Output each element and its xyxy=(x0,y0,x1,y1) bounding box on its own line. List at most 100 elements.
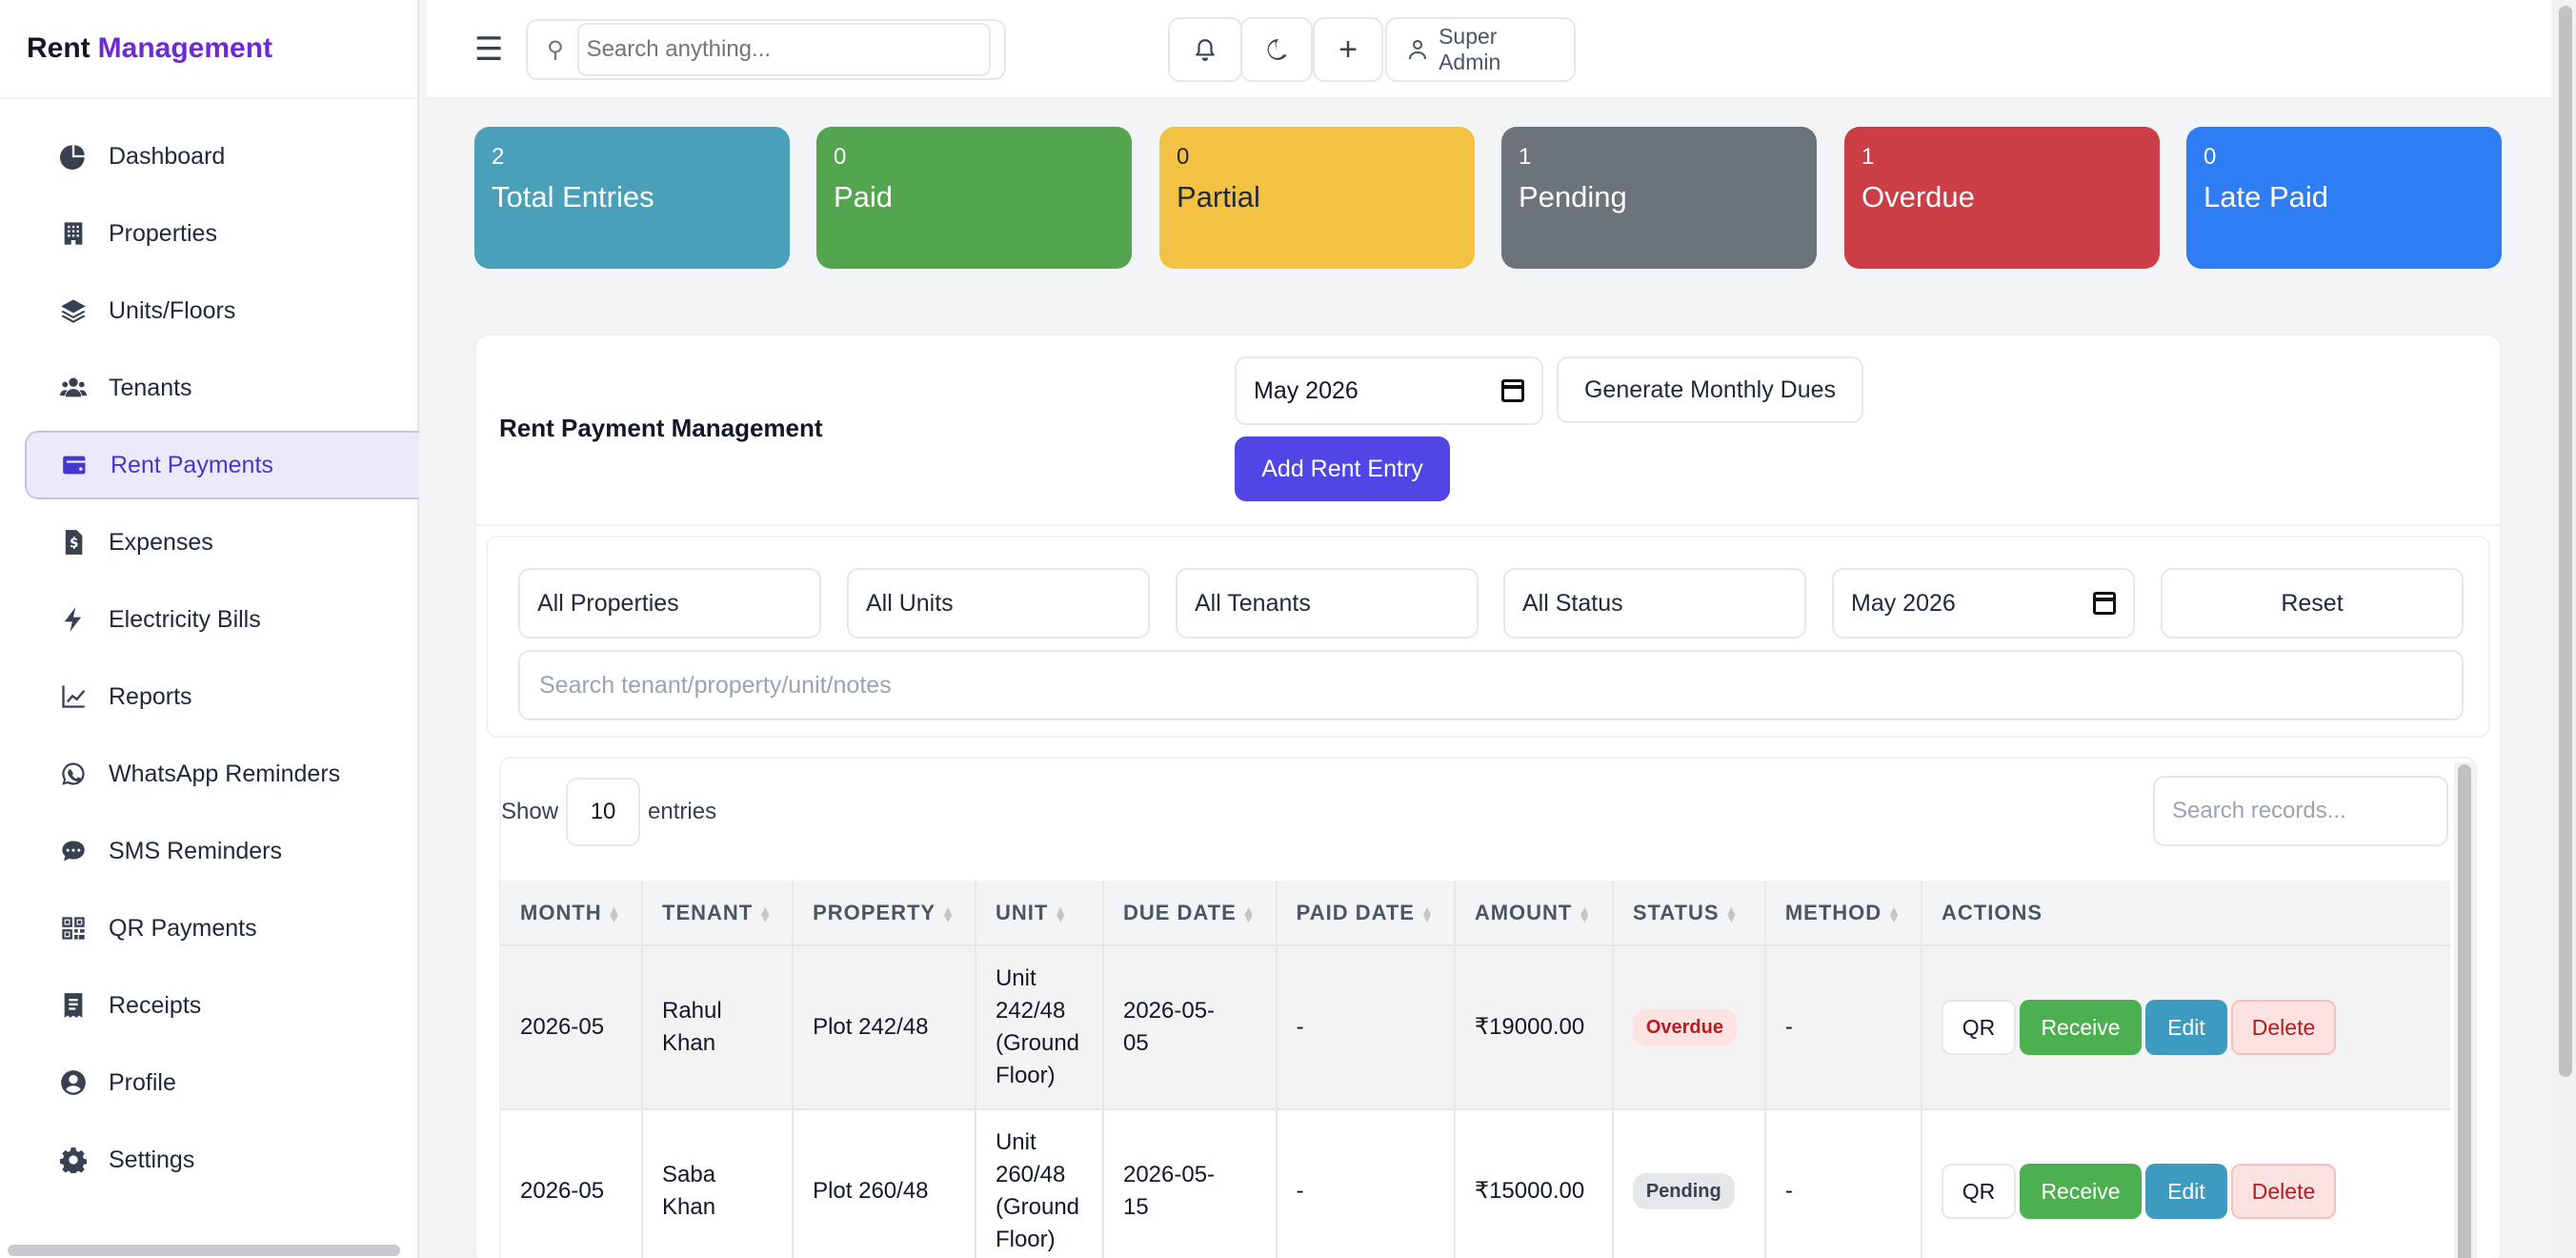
col-header-amount[interactable]: AMOUNT ▲ ▼ xyxy=(1454,881,1614,946)
edit-button[interactable]: Edit xyxy=(2145,1164,2227,1219)
tenant-first-name: Rahul xyxy=(662,998,722,1024)
cell-paid-date: - xyxy=(1276,945,1456,1110)
status-filter-select[interactable]: All Status xyxy=(1503,568,1806,639)
brand-logo[interactable]: Rent Management xyxy=(0,0,417,99)
sidebar-item-label: QR Payments xyxy=(109,914,257,942)
sidebar-item-profile[interactable]: Profile xyxy=(25,1048,419,1117)
col-header-status[interactable]: STATUS ▲ ▼ xyxy=(1612,881,1766,946)
row-actions: QR Receive Edit Delete xyxy=(1942,1000,2431,1055)
sidebar-item-receipts[interactable]: Receipts xyxy=(25,971,419,1040)
cell-unit: Unit 260/48 (Ground Floor) xyxy=(975,1109,1104,1258)
stat-value: 0 xyxy=(834,144,847,170)
stat-label: Paid xyxy=(834,180,894,213)
moon-icon xyxy=(1267,39,1287,60)
sidebar-item-dashboard[interactable]: Dashboard xyxy=(25,122,419,191)
unit-line: (Ground xyxy=(995,1030,1080,1056)
sidebar-scrollbar[interactable] xyxy=(8,1245,400,1256)
delete-button[interactable]: Delete xyxy=(2231,1164,2336,1219)
delete-button[interactable]: Delete xyxy=(2231,1000,2336,1055)
calendar-icon[interactable] xyxy=(1501,379,1524,402)
user-circle-icon xyxy=(59,1068,88,1097)
col-header-method[interactable]: METHOD ▲ ▼ xyxy=(1764,881,1923,946)
sidebar-item-label: Profile xyxy=(109,1068,176,1096)
sidebar-item-qr-payments[interactable]: QR Payments xyxy=(25,894,419,963)
tenant-first-name: Saba xyxy=(662,1162,716,1187)
col-header-property[interactable]: PROPERTY ▲ ▼ xyxy=(793,881,976,946)
unit-filter-select[interactable]: All Units xyxy=(847,568,1150,639)
col-header-month[interactable]: MONTH ▲ ▼ xyxy=(501,881,643,946)
layers-icon xyxy=(59,296,88,325)
unit-line: 260/48 xyxy=(995,1162,1066,1187)
stat-value: 2 xyxy=(492,144,505,170)
edit-button[interactable]: Edit xyxy=(2145,1000,2227,1055)
col-header-label: PROPERTY xyxy=(813,900,936,924)
reset-filters-button[interactable]: Reset xyxy=(2161,568,2464,639)
brand-main: Rent xyxy=(27,32,91,64)
sidebar-item-label: Receipts xyxy=(109,991,202,1019)
col-header-tenant[interactable]: TENANT ▲ ▼ xyxy=(642,881,795,946)
calendar-icon[interactable] xyxy=(2093,592,2116,615)
col-header-actions: ACTIONS xyxy=(1922,881,2450,946)
stat-value: 0 xyxy=(1177,144,1190,170)
col-header-label: STATUS xyxy=(1632,900,1720,924)
sidebar-item-units-floors[interactable]: Units/Floors xyxy=(25,276,419,345)
cell-status: Pending xyxy=(1612,1109,1766,1258)
building-icon xyxy=(59,219,88,248)
unit-line: Unit xyxy=(995,1129,1036,1155)
col-header-label: MONTH xyxy=(520,900,602,924)
due-date-line: 15 xyxy=(1122,1194,1149,1220)
property-filter-select[interactable]: All Properties xyxy=(518,568,821,639)
sidebar-item-label: Rent Payments xyxy=(111,451,273,478)
sidebar-item-rent-payments[interactable]: Rent Payments xyxy=(25,431,419,499)
month-picker[interactable]: May 2026 xyxy=(1235,356,1543,425)
sidebar-item-electricity-bills[interactable]: Electricity Bills xyxy=(25,585,419,654)
records-search-input[interactable]: Search records... xyxy=(2153,776,2448,846)
col-header-label: ACTIONS xyxy=(1942,900,2043,924)
menu-toggle-icon[interactable]: ☰ xyxy=(474,31,504,68)
col-header-due-date[interactable]: DUE DATE ▲ ▼ xyxy=(1102,881,1278,946)
tenant-filter-select[interactable]: All Tenants xyxy=(1176,568,1479,639)
page-scrollbar-thumb[interactable] xyxy=(2559,6,2572,1077)
theme-toggle-button[interactable] xyxy=(1240,17,1313,82)
user-name: Super Admin xyxy=(1439,24,1501,74)
sidebar-item-label: Expenses xyxy=(109,528,213,556)
qr-button[interactable]: QR xyxy=(1942,1164,2016,1219)
stat-value: 1 xyxy=(1519,144,1532,170)
sort-icon: ▲ ▼ xyxy=(758,902,774,925)
global-search-input[interactable] xyxy=(576,23,991,76)
sidebar-item-tenants[interactable]: Tenants xyxy=(25,354,419,422)
stat-card-late-paid: 0 Late Paid xyxy=(2186,127,2502,269)
add-button[interactable]: + xyxy=(1313,17,1383,82)
unit-line: Unit xyxy=(995,965,1036,991)
sidebar-item-label: SMS Reminders xyxy=(109,837,282,864)
sort-icon: ▲ ▼ xyxy=(1887,902,1902,925)
sidebar-item-reports[interactable]: Reports xyxy=(25,662,419,731)
cell-unit: Unit 242/48 (Ground Floor) xyxy=(975,945,1104,1110)
add-rent-entry-button[interactable]: Add Rent Entry xyxy=(1235,436,1450,501)
col-header-label: AMOUNT xyxy=(1474,900,1573,924)
receive-button[interactable]: Receive xyxy=(2020,1000,2142,1055)
show-label: Show xyxy=(501,799,559,824)
table-scrollbar-thumb[interactable] xyxy=(2458,764,2471,1258)
page-length-select[interactable]: 10 xyxy=(566,778,641,846)
col-header-paid-date[interactable]: PAID DATE ▲ ▼ xyxy=(1276,881,1456,946)
search-icon: ⚲ xyxy=(547,36,564,63)
generate-monthly-dues-button[interactable]: Generate Monthly Dues xyxy=(1557,356,1863,423)
sidebar-item-whatsapp-reminders[interactable]: WhatsApp Reminders xyxy=(25,740,419,808)
sidebar-item-expenses[interactable]: Expenses xyxy=(25,508,419,577)
sidebar-item-properties[interactable]: Properties xyxy=(25,199,419,268)
user-menu-button[interactable]: Super Admin xyxy=(1385,17,1576,82)
receive-button[interactable]: Receive xyxy=(2020,1164,2142,1219)
cell-amount: ₹15000.00 xyxy=(1454,1109,1614,1258)
qr-button[interactable]: QR xyxy=(1942,1000,2016,1055)
sidebar-item-sms-reminders[interactable]: SMS Reminders xyxy=(25,817,419,885)
sort-icon: ▲ ▼ xyxy=(1054,902,1069,925)
sidebar-item-settings[interactable]: Settings xyxy=(25,1126,419,1194)
cell-month: 2026-05 xyxy=(501,945,643,1110)
global-search: ⚲ xyxy=(526,19,1006,80)
notifications-button[interactable] xyxy=(1168,17,1242,82)
month-filter-picker[interactable]: May 2026 xyxy=(1832,568,2135,639)
col-header-unit[interactable]: UNIT ▲ ▼ xyxy=(975,881,1104,946)
filter-search-input[interactable]: Search tenant/property/unit/notes xyxy=(518,650,2464,720)
